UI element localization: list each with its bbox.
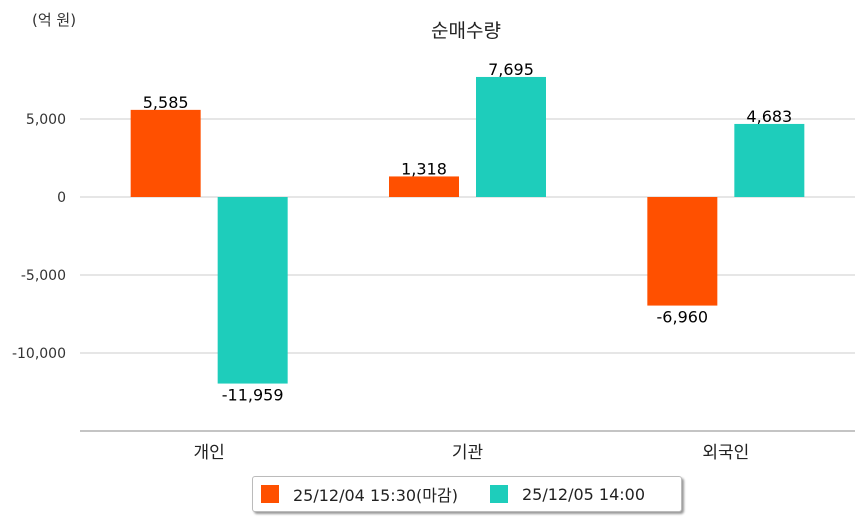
data-label: 5,585 xyxy=(143,93,189,112)
bar[interactable] xyxy=(130,109,201,197)
x-tick-label: 개인 xyxy=(194,443,225,463)
data-label: 1,318 xyxy=(401,159,447,178)
bar[interactable] xyxy=(647,197,718,306)
unit-label: (억 원) xyxy=(32,11,76,29)
bar[interactable] xyxy=(476,76,546,197)
data-label: 7,695 xyxy=(488,60,534,79)
data-label: 4,683 xyxy=(746,107,792,126)
chart-title: 순매수량 xyxy=(431,20,501,42)
data-label: -11,959 xyxy=(222,386,284,405)
y-tick-label: -10,000 xyxy=(12,346,66,362)
legend: 25/12/04 15:30(마감) 25/12/05 14:00 xyxy=(252,476,682,512)
bar[interactable] xyxy=(217,197,288,384)
legend-label-1: 25/12/05 14:00 xyxy=(521,484,646,504)
legend-label-0: 25/12/04 15:30(마감) xyxy=(293,486,458,505)
legend-swatch-1 xyxy=(489,485,508,503)
x-tick-label: 기관 xyxy=(452,443,483,463)
bar[interactable] xyxy=(734,123,805,197)
legend-item-0[interactable]: 25/12/04 15:30(마감) xyxy=(261,482,458,506)
bar[interactable] xyxy=(389,176,459,197)
legend-item-1[interactable]: 25/12/05 14:00 xyxy=(489,484,646,504)
y-tick-label: 0 xyxy=(57,190,66,206)
y-tick-label: 5,000 xyxy=(26,112,66,128)
x-tick-label: 외국인 xyxy=(702,443,749,463)
y-tick-label: -5,000 xyxy=(21,268,66,284)
legend-swatch-0 xyxy=(261,485,279,503)
data-label: -6,960 xyxy=(657,308,709,327)
